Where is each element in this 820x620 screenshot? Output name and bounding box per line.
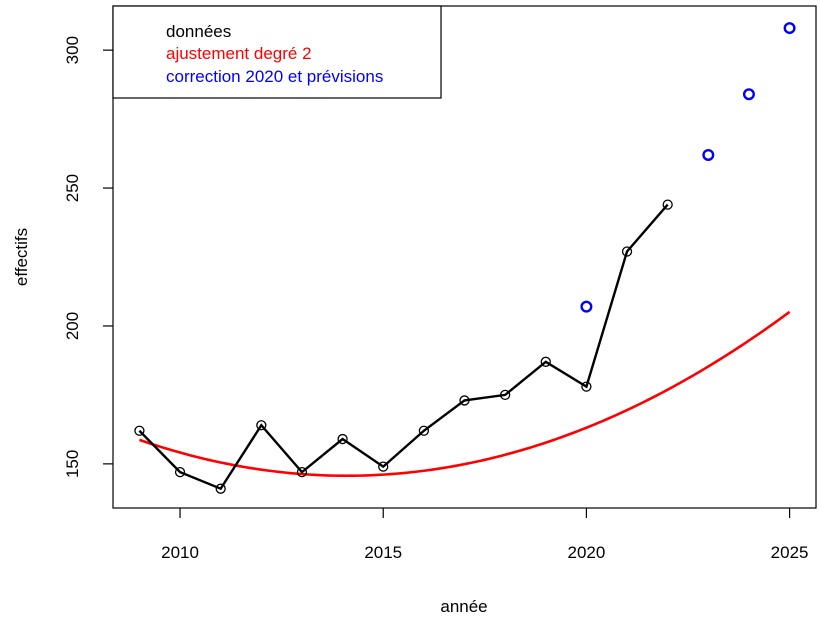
legend-entry-correction: correction 2020 et prévisions [166, 67, 383, 86]
y-tick-label: 150 [63, 450, 82, 478]
y-axis: 150 200 250 300 [63, 36, 113, 478]
fit-curve [138, 310, 791, 478]
data-point [337, 433, 348, 445]
y-axis-label: effectifs [12, 228, 31, 286]
data-series-layer [134, 199, 673, 494]
data-point [134, 425, 145, 436]
x-tick-label: 2010 [161, 543, 199, 562]
data-point [540, 356, 551, 367]
x-tick-label: 2025 [771, 543, 809, 562]
y-tick-label: 250 [63, 174, 82, 202]
prediction-point [783, 22, 796, 35]
legend-entry-donnees: données [166, 22, 231, 41]
data-point [621, 246, 633, 257]
data-point [174, 466, 186, 478]
data-point [581, 381, 592, 392]
data-point [418, 425, 430, 436]
legend-entry-ajustement: ajustement degré 2 [166, 44, 312, 63]
x-tick-label: 2015 [364, 543, 402, 562]
data-point [662, 199, 673, 210]
plot-box [112, 5, 817, 509]
data-line [138, 203, 669, 491]
legend-box [112, 5, 442, 99]
prediction-point [580, 300, 593, 313]
data-point [296, 466, 308, 478]
legend: données ajustement degré 2 correction 20… [112, 5, 442, 99]
y-tick-label: 200 [63, 312, 82, 340]
fit-curve-layer [138, 310, 791, 478]
data-point [499, 389, 511, 401]
y-tick-label: 300 [63, 36, 82, 64]
data-point [256, 420, 267, 431]
prediction-points-layer [580, 22, 796, 313]
x-axis-label: année [440, 597, 487, 616]
prediction-point [702, 148, 715, 161]
data-point [378, 461, 389, 472]
data-point [459, 395, 470, 406]
prediction-point [742, 88, 755, 101]
data-point [215, 483, 226, 494]
x-axis: 2010 2015 2020 2025 [161, 508, 809, 562]
x-tick-label: 2020 [567, 543, 605, 562]
